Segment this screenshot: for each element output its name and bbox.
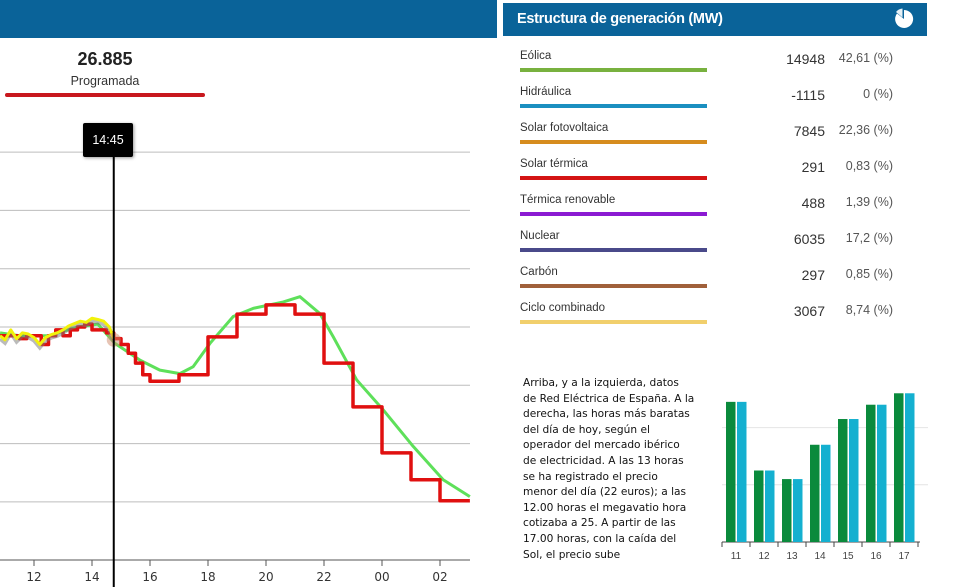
note-line: de Red Eléctrica de España. A la — [523, 392, 695, 405]
x-tick-label: 18 — [200, 570, 215, 584]
source-percent: 22,36 (%) — [838, 123, 893, 137]
x-tick-label: 20 — [258, 570, 273, 584]
generation-header: Estructura de generación (MW) — [503, 3, 927, 36]
source-color-bar — [520, 320, 707, 324]
note-line: menor del día (22 euros); a las — [523, 486, 687, 499]
x-tick-label: 16 — [142, 570, 157, 584]
price-bar — [726, 401, 736, 542]
source-mw-value: 7845 — [793, 123, 825, 139]
real-line-shadow — [0, 319, 116, 351]
source-color-bar — [520, 248, 707, 252]
left-header-bar — [0, 0, 497, 38]
note-line: se ha registrado el precio — [523, 470, 658, 483]
source-color-bar — [520, 140, 707, 144]
bar-category-label: 15 — [842, 551, 854, 562]
price-bar — [866, 404, 876, 542]
price-bar — [821, 444, 831, 542]
bar-category-label: 14 — [814, 551, 826, 562]
note-line: 17.00 horas, con la caída del — [523, 532, 677, 545]
source-label: Nuclear — [520, 230, 560, 242]
source-mw-value: 3067 — [793, 303, 825, 319]
source-percent: 0 (%) — [863, 87, 893, 101]
bar-category-label: 17 — [898, 551, 910, 562]
x-tick-label: 22 — [316, 570, 331, 584]
note-line: cotizaba a 25. A partir de las — [523, 517, 676, 530]
generation-row[interactable]: Hidráulica -1115 0 (%) — [507, 86, 907, 122]
note-line: Sol, el precio sube — [523, 548, 621, 561]
real-line — [0, 316, 116, 346]
source-percent: 42,61 (%) — [838, 51, 893, 65]
source-percent: 1,39 (%) — [845, 195, 893, 209]
source-mw-value: 297 — [801, 267, 825, 283]
generation-row[interactable]: Eólica 14948 42,61 (%) — [507, 50, 907, 86]
source-mw-value: -1115 — [791, 87, 825, 103]
note-line: operador del mercado ibérico — [523, 439, 680, 452]
x-tick-label: 12 — [26, 570, 41, 584]
source-color-bar — [520, 212, 707, 216]
generation-row[interactable]: Nuclear 6035 17,2 (%) — [507, 230, 907, 266]
source-color-bar — [520, 284, 707, 288]
price-bar — [905, 393, 915, 542]
programada-label[interactable]: Programada — [70, 74, 140, 88]
price-bar — [894, 393, 904, 542]
note-line: 12.00 horas el megavatio hora — [523, 501, 687, 514]
source-label: Solar térmica — [520, 158, 588, 170]
price-bar — [737, 401, 747, 542]
bar-category-label: 13 — [786, 551, 798, 562]
source-label: Ciclo combinado — [520, 302, 606, 314]
programada-value: 26.885 — [77, 49, 133, 69]
source-percent: 17,2 (%) — [845, 231, 893, 245]
price-bar — [754, 470, 764, 542]
price-bar — [838, 419, 848, 542]
source-label: Térmica renovable — [520, 194, 616, 206]
source-color-bar — [520, 68, 707, 72]
price-bar — [793, 479, 803, 542]
generation-row[interactable]: Solar fotovoltaica 7845 22,36 (%) — [507, 122, 907, 158]
source-mw-value: 291 — [801, 159, 825, 175]
x-tick-label: 14 — [84, 570, 99, 584]
price-bar — [765, 470, 775, 542]
x-tick-label: 00 — [374, 570, 389, 584]
generation-row[interactable]: Carbón 297 0,85 (%) — [507, 266, 907, 302]
note-line: de electricidad. A las 13 horas — [523, 454, 684, 467]
programada-line — [0, 303, 470, 503]
price-bar-chart: 11 12 13 14 15 16 17 — [721, 393, 928, 562]
source-mw-value: 6035 — [793, 231, 825, 247]
source-mw-value: 14948 — [786, 51, 825, 67]
bar-category-label: 11 — [731, 551, 742, 562]
generation-row[interactable]: Solar térmica 291 0,83 (%) — [507, 158, 907, 194]
source-label: Eólica — [520, 50, 552, 62]
generation-row[interactable]: Ciclo combinado 3067 8,74 (%) — [507, 302, 907, 338]
note-line: Arriba, y a la izquierda, datos — [523, 377, 679, 389]
source-percent: 0,83 (%) — [845, 159, 893, 173]
bar-category-label: 12 — [758, 551, 770, 562]
price-bar — [877, 404, 887, 542]
generation-row[interactable]: Térmica renovable 488 1,39 (%) — [507, 194, 907, 230]
pie-chart-icon[interactable] — [893, 8, 915, 30]
price-bar — [810, 444, 820, 542]
source-label: Solar fotovoltaica — [520, 122, 609, 134]
source-color-bar — [520, 104, 707, 108]
caption-note: Arriba, y a la izquierda, datos de Red El… — [523, 376, 713, 563]
bar-category-label: 16 — [870, 551, 882, 562]
source-percent: 0,85 (%) — [845, 267, 893, 281]
cursor-time-tooltip: 14:45 — [83, 123, 133, 157]
note-line: derecha, las horas más baratas — [523, 408, 690, 421]
source-label: Hidráulica — [520, 86, 572, 98]
price-bar — [782, 479, 792, 542]
x-tick-label: 02 — [432, 570, 447, 584]
programada-legend-bar — [5, 93, 205, 97]
source-percent: 8,74 (%) — [845, 303, 893, 317]
note-line: del día de hoy, según el — [523, 423, 650, 436]
source-mw-value: 488 — [801, 195, 825, 211]
source-color-bar — [520, 176, 707, 180]
price-bar — [849, 419, 859, 542]
demand-line-chart[interactable]: 12 14 16 18 20 22 00 02 — [0, 0, 480, 587]
source-label: Carbón — [520, 266, 558, 278]
generation-title: Estructura de generación (MW) — [517, 11, 723, 27]
